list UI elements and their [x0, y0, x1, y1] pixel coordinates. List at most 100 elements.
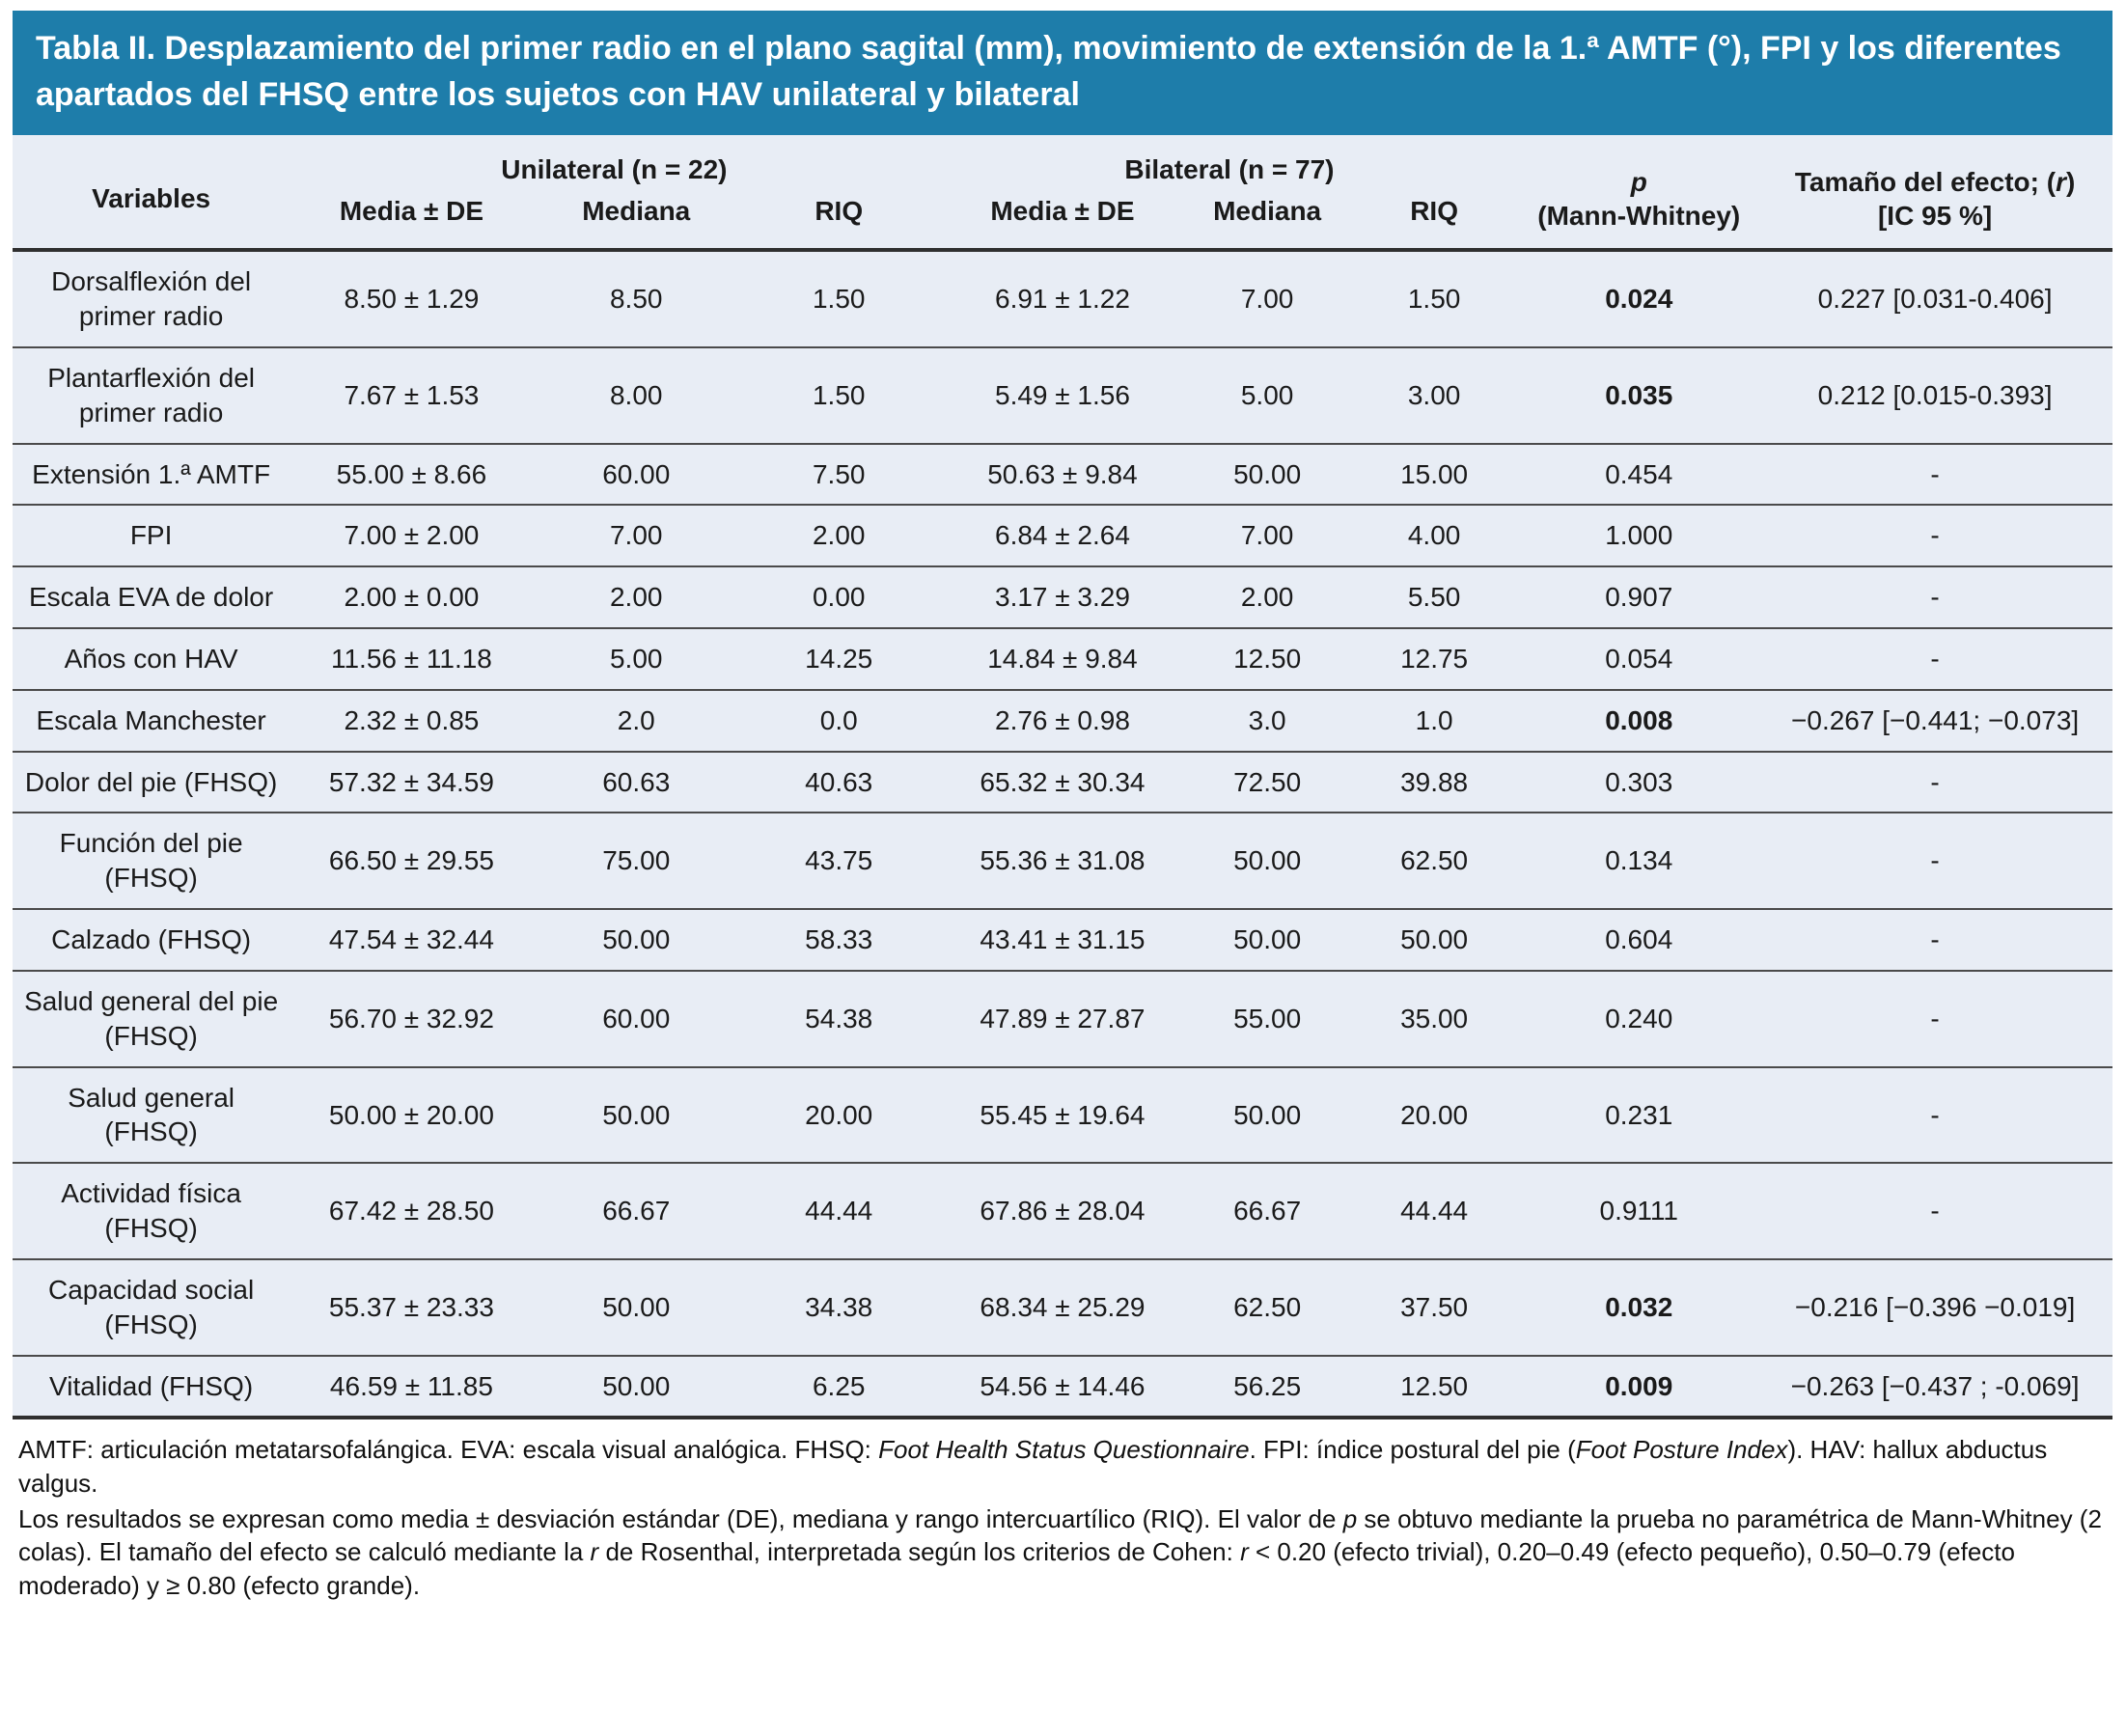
effect-size-value: 0.227 [0.031-0.406] [1757, 248, 2112, 347]
column-header-mediana-unilateral: Mediana [582, 196, 691, 227]
bilateral-mediana-value: 7.00 [1186, 248, 1348, 347]
column-header-riq-unilateral: RIQ [815, 196, 864, 227]
effect-size-header-line2: [IC 95 %] [1877, 201, 1993, 232]
unilateral-media-de-value: 50.00 ± 20.00 [290, 1065, 534, 1164]
effect-size-value: - [1757, 442, 2112, 506]
unilateral-mediana-value: 2.0 [533, 688, 739, 752]
p-value: 1.000 [1520, 504, 1758, 567]
column-header-p-mann-whitney: p (Mann-Whitney) [1520, 135, 1757, 251]
footnote: Los resultados se expresan como media ± … [18, 1503, 2102, 1600]
column-group-bilateral: Bilateral (n = 77) [1124, 153, 1335, 184]
bilateral-riq-value: 5.50 [1347, 565, 1521, 628]
bilateral-riq-value: 62.50 [1347, 812, 1521, 910]
p-value: 0.008 [1520, 688, 1758, 752]
unilateral-media-de-value: 46.59 ± 11.85 [290, 1354, 534, 1419]
unilateral-media-de-value: 2.00 ± 0.00 [290, 565, 534, 628]
p-header-test-name: (Mann-Whitney) [1537, 201, 1741, 232]
unilateral-mediana-value: 2.00 [533, 565, 739, 628]
unilateral-mediana-value: 75.00 [533, 812, 739, 910]
bilateral-media-de-value: 6.84 ± 2.64 [938, 504, 1187, 567]
unilateral-media-de-value: 7.67 ± 1.53 [290, 345, 534, 444]
effect-size-value: −0.267 [−0.441; −0.073] [1757, 688, 2112, 752]
variable-label: Escala EVA de dolor [13, 565, 290, 628]
p-value: 0.907 [1520, 565, 1758, 628]
unilateral-mediana-value: 60.00 [533, 442, 739, 506]
table-row: FPI 7.00 ± 2.00 7.00 2.00 6.84 ± 2.64 7.… [13, 504, 2112, 567]
variable-label: Salud general del pie (FHSQ) [13, 969, 290, 1067]
unilateral-media-de-value: 67.42 ± 28.50 [290, 1162, 534, 1259]
bilateral-mediana-value: 12.50 [1186, 626, 1348, 690]
column-header-variables: Variables [92, 183, 211, 214]
variable-label: Función del pie (FHSQ) [13, 812, 290, 910]
unilateral-media-de-value: 7.00 ± 2.00 [290, 504, 534, 567]
p-value: 0.231 [1520, 1065, 1758, 1164]
unilateral-media-de-value: 57.32 ± 34.59 [290, 750, 534, 813]
bilateral-riq-value: 37.50 [1347, 1257, 1521, 1356]
unilateral-riq-value: 1.50 [738, 345, 939, 444]
table-row: Salud general del pie (FHSQ) 56.70 ± 32.… [13, 969, 2112, 1067]
table-row: Vitalidad (FHSQ) 46.59 ± 11.85 50.00 6.2… [13, 1354, 2112, 1419]
unilateral-mediana-value: 8.00 [533, 345, 739, 444]
bilateral-mediana-value: 62.50 [1186, 1257, 1348, 1356]
bilateral-mediana-value: 5.00 [1186, 345, 1348, 444]
effect-size-value: - [1757, 504, 2112, 567]
unilateral-mediana-value: 66.67 [533, 1162, 739, 1259]
unilateral-riq-value: 40.63 [738, 750, 939, 813]
table-row: Plantarflexión del primer radio 7.67 ± 1… [13, 345, 2112, 444]
bilateral-riq-value: 1.0 [1347, 688, 1521, 752]
table-row: Años con HAV 11.56 ± 11.18 5.00 14.25 14… [13, 626, 2112, 690]
column-header-media-de-unilateral: Media ± DE [339, 196, 484, 227]
unilateral-riq-value: 54.38 [738, 969, 939, 1067]
bilateral-riq-value: 12.75 [1347, 626, 1521, 690]
unilateral-media-de-value: 47.54 ± 32.44 [290, 908, 534, 971]
bilateral-mediana-value: 50.00 [1186, 1065, 1348, 1164]
table-row: Escala EVA de dolor 2.00 ± 0.00 2.00 0.0… [13, 565, 2112, 628]
unilateral-riq-value: 2.00 [738, 504, 939, 567]
p-value: 0.303 [1520, 750, 1758, 813]
p-value: 0.240 [1520, 969, 1758, 1067]
header-sub-row: Media ± DE Mediana RIQ Media ± DE Median… [13, 188, 2112, 250]
p-value: 0.604 [1520, 908, 1758, 971]
table-title-bar: Tabla II. Desplazamiento del primer radi… [13, 11, 2112, 135]
unilateral-media-de-value: 55.37 ± 23.33 [290, 1257, 534, 1356]
variable-label: Años con HAV [13, 626, 290, 690]
effect-size-value: - [1757, 565, 2112, 628]
bilateral-mediana-value: 50.00 [1186, 812, 1348, 910]
bilateral-media-de-value: 55.36 ± 31.08 [938, 812, 1187, 910]
table-row: Dorsalflexión del primer radio 8.50 ± 1.… [13, 248, 2112, 347]
bilateral-media-de-value: 43.41 ± 31.15 [938, 908, 1187, 971]
p-value: 0.134 [1520, 812, 1758, 910]
bilateral-media-de-value: 2.76 ± 0.98 [938, 688, 1187, 752]
effect-size-value: - [1757, 908, 2112, 971]
table-row: Función del pie (FHSQ) 66.50 ± 29.55 75.… [13, 812, 2112, 910]
p-value: 0.032 [1520, 1257, 1758, 1356]
effect-size-value: 0.212 [0.015-0.393] [1757, 345, 2112, 444]
variable-label: Dorsalflexión del primer radio [13, 248, 290, 347]
unilateral-riq-value: 20.00 [738, 1065, 939, 1164]
unilateral-riq-value: 0.00 [738, 565, 939, 628]
p-value: 0.035 [1520, 345, 1758, 444]
column-header-media-de-bilateral: Media ± DE [990, 196, 1135, 227]
table-body: Dorsalflexión del primer radio 8.50 ± 1.… [13, 248, 2112, 1419]
bilateral-mediana-value: 50.00 [1186, 908, 1348, 971]
bilateral-mediana-value: 56.25 [1186, 1354, 1348, 1419]
unilateral-mediana-value: 50.00 [533, 1354, 739, 1419]
unilateral-riq-value: 44.44 [738, 1162, 939, 1259]
unilateral-media-de-value: 66.50 ± 29.55 [290, 812, 534, 910]
unilateral-riq-value: 58.33 [738, 908, 939, 971]
unilateral-media-de-value: 8.50 ± 1.29 [290, 248, 534, 347]
bilateral-riq-value: 44.44 [1347, 1162, 1521, 1259]
bilateral-mediana-value: 66.67 [1186, 1162, 1348, 1259]
table-row: Actividad física (FHSQ) 67.42 ± 28.50 66… [13, 1162, 2112, 1259]
bilateral-media-de-value: 68.34 ± 25.29 [938, 1257, 1187, 1356]
effect-size-value: - [1757, 626, 2112, 690]
bilateral-mediana-value: 7.00 [1186, 504, 1348, 567]
bilateral-mediana-value: 55.00 [1186, 969, 1348, 1067]
variable-label: Extensión 1.ª AMTF [13, 442, 290, 506]
effect-size-value: - [1757, 969, 2112, 1067]
unilateral-riq-value: 14.25 [738, 626, 939, 690]
bilateral-media-de-value: 3.17 ± 3.29 [938, 565, 1187, 628]
variable-label: Calzado (FHSQ) [13, 908, 290, 971]
table-title: Tabla II. Desplazamiento del primer radi… [36, 30, 2061, 114]
